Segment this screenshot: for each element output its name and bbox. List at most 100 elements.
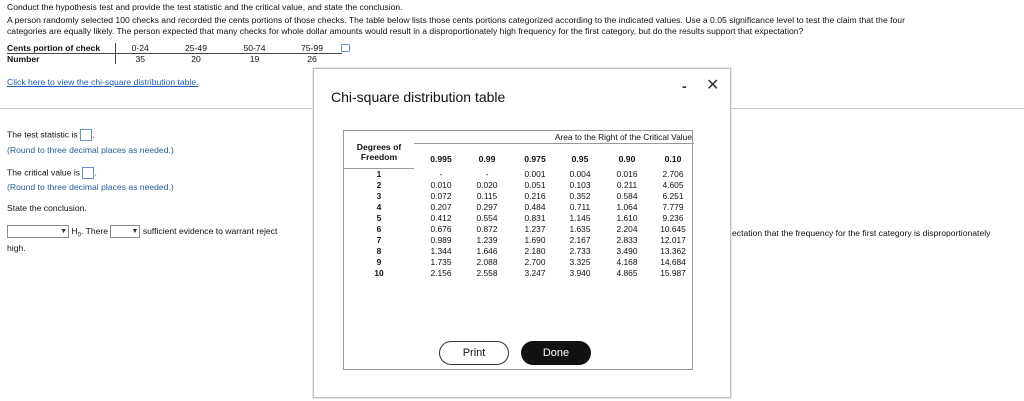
df-cell: 5 — [376, 213, 382, 223]
category-cell: 25-49 — [165, 43, 227, 54]
value-cell: 2.180 — [524, 246, 546, 256]
table-row: 5 0.412 0.554 0.831 1.145 1.610 9.236 — [344, 213, 694, 224]
value-cell: 0.554 — [476, 213, 498, 223]
conclusion-row: ▼ H0. There ▼ sufficient evidence to war… — [7, 225, 277, 238]
value-cell: 0.004 — [569, 169, 591, 179]
done-button[interactable]: Done — [521, 341, 591, 365]
value-cell: 0.051 — [524, 180, 546, 190]
value-cell: 2.833 — [616, 235, 638, 245]
value-cell: 1.239 — [476, 235, 498, 245]
copy-table-icon[interactable] — [341, 44, 350, 52]
table-row: 3 0.072 0.115 0.216 0.352 0.584 6.251 — [344, 191, 694, 202]
table-row: 9 1.735 2.088 2.700 3.325 4.168 14.684 — [344, 257, 694, 268]
close-icon[interactable]: ✕ — [706, 77, 720, 94]
df-cell: 8 — [376, 246, 382, 256]
category-cell: 75-99 — [282, 43, 342, 54]
value-cell: 0.412 — [430, 213, 452, 223]
question-line-2: A person randomly selected 100 checks an… — [7, 15, 905, 25]
value-cell: 4.605 — [662, 180, 684, 190]
chi-square-modal: Chi-square distribution table - ✕ Area t… — [313, 68, 731, 398]
df-cell: 9 — [376, 257, 382, 267]
table-row: 8 1.344 1.646 2.180 2.733 3.490 13.362 — [344, 246, 694, 257]
reject-dropdown[interactable]: ▼ — [7, 225, 69, 238]
cents-row-label: Cents portion of check — [7, 43, 116, 54]
test-statistic-input[interactable] — [80, 129, 93, 141]
high-text: high. — [7, 243, 26, 253]
value-cell: 9.236 — [662, 213, 684, 223]
value-cell: 1.735 — [430, 257, 452, 267]
level-header: 0.99 — [478, 154, 496, 164]
value-cell: 0.989 — [430, 235, 452, 245]
value-cell: 6.251 — [662, 191, 684, 201]
cents-table: Cents portion of check 0-24 25-49 50-74 … — [7, 43, 342, 64]
test-statistic-row: The test statistic is . — [7, 129, 95, 141]
sufficient-text: sufficient evidence to warrant reject — [142, 225, 278, 236]
critical-value-row: The critical value is . — [7, 167, 97, 179]
chi-square-table: Area to the Right of the Critical Value … — [343, 130, 694, 370]
value-cell: 0.216 — [524, 191, 546, 201]
value-cell: 1.237 — [524, 224, 546, 234]
value-cell: 15.987 — [660, 268, 686, 278]
value-cell: 2.088 — [476, 257, 498, 267]
value-cell: 0.016 — [616, 169, 638, 179]
df-header: Degrees of Freedom — [356, 142, 402, 162]
print-button[interactable]: Print — [439, 341, 509, 365]
count-cell: 35 — [135, 54, 146, 64]
critical-value-input[interactable] — [82, 167, 95, 179]
value-cell: 0.711 — [569, 202, 591, 212]
level-header: 0.995 — [430, 154, 452, 164]
dropdown-arrow-icon: ▼ — [131, 228, 139, 235]
value-cell: 2.204 — [616, 224, 638, 234]
value-cell: 2.558 — [476, 268, 498, 278]
value-cell: 10.645 — [660, 224, 686, 234]
value-cell: 1.646 — [476, 246, 498, 256]
conclusion-text-right: ectation that the frequency for the firs… — [732, 228, 991, 238]
value-cell: 0.072 — [430, 191, 452, 201]
value-cell: 4.865 — [616, 268, 638, 278]
value-cell: 2.156 — [430, 268, 452, 278]
value-cell: 1.610 — [616, 213, 638, 223]
level-header: 0.90 — [618, 154, 636, 164]
value-cell: 3.490 — [616, 246, 638, 256]
value-cell: 2.700 — [524, 257, 546, 267]
count-cell: 20 — [191, 54, 201, 64]
level-header-row: 0.995 0.99 0.975 0.95 0.90 0.10 — [414, 154, 694, 166]
table-row: 4 0.207 0.297 0.484 0.711 1.064 7.779 — [344, 202, 694, 213]
value-cell: 0.207 — [430, 202, 452, 212]
value-cell: 0.872 — [476, 224, 498, 234]
table-row: 10 2.156 2.558 3.247 3.940 4.865 15.987 — [344, 268, 694, 279]
df-header-divider — [344, 168, 414, 169]
value-cell: 0.484 — [524, 202, 546, 212]
category-cell: 0-24 — [115, 43, 165, 54]
level-header: 0.975 — [524, 154, 546, 164]
value-cell: 0.020 — [476, 180, 498, 190]
value-cell: 0.584 — [616, 191, 638, 201]
value-cell: 2.167 — [569, 235, 591, 245]
value-cell: 12.017 — [660, 235, 686, 245]
table-row: 7 0.989 1.239 1.690 2.167 2.833 12.017 — [344, 235, 694, 246]
dropdown-arrow-icon: ▼ — [60, 228, 67, 235]
count-cell: 19 — [249, 54, 260, 64]
value-cell: 1.635 — [569, 224, 591, 234]
value-cell: 1.145 — [569, 213, 591, 223]
question-line-1: Conduct the hypothesis test and provide … — [7, 2, 403, 12]
minimize-button[interactable]: - — [682, 78, 687, 94]
df-cell: 10 — [374, 268, 384, 278]
value-cell: - — [439, 169, 443, 179]
value-cell: - — [485, 169, 489, 179]
df-cell: 7 — [376, 235, 382, 245]
level-header: 0.10 — [664, 154, 682, 164]
value-cell: 0.010 — [430, 180, 452, 190]
test-statistic-label: The test statistic is — [7, 129, 78, 140]
df-cell: 6 — [376, 224, 382, 234]
value-cell: 3.940 — [569, 268, 591, 278]
chi-square-table-link[interactable]: Click here to view the chi-square distri… — [7, 77, 199, 87]
df-cell: 2 — [376, 180, 382, 190]
modal-title: Chi-square distribution table — [331, 89, 506, 105]
value-cell: 1.064 — [616, 202, 638, 212]
conclusion-label: State the conclusion. — [7, 203, 87, 213]
is-dropdown[interactable]: ▼ — [110, 225, 141, 238]
value-cell: 0.103 — [569, 180, 591, 190]
value-cell: 4.168 — [616, 257, 638, 267]
question-line-3: categories are equally likely. The perso… — [7, 26, 804, 36]
